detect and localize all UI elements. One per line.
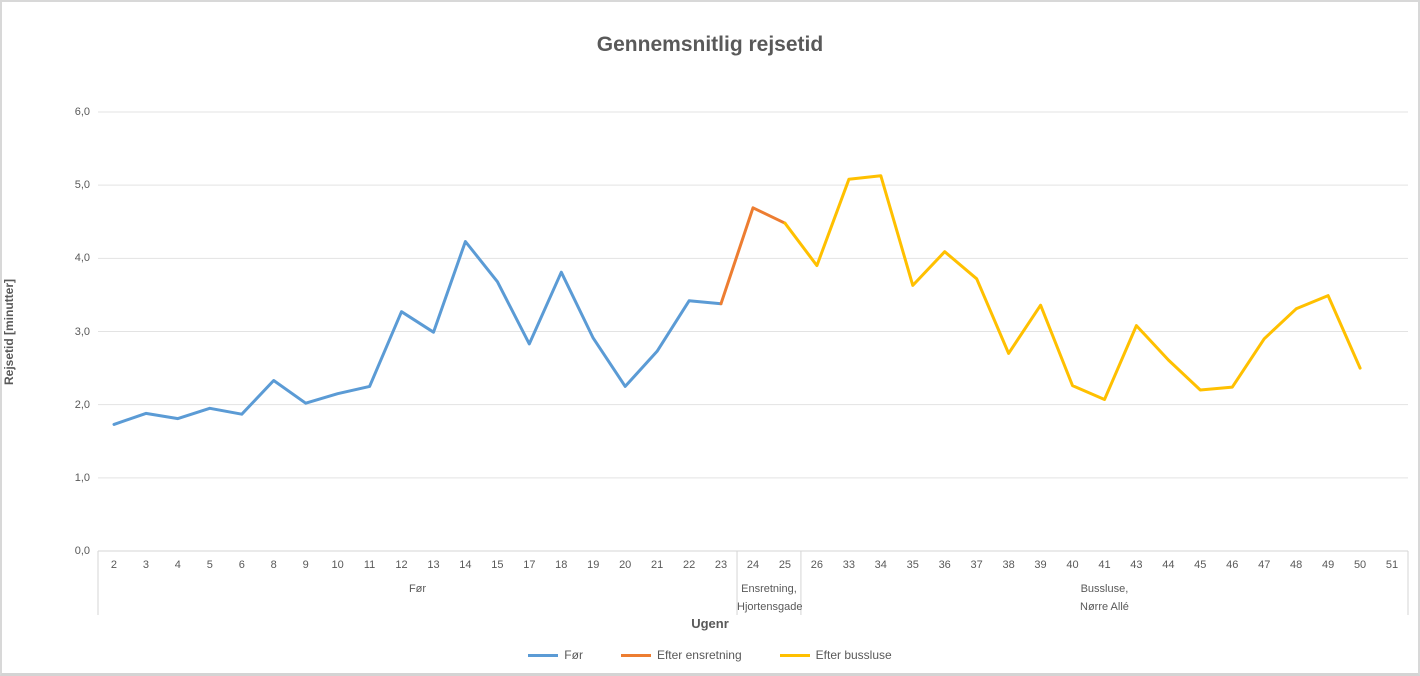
x-tick-label: 13 [427, 559, 440, 571]
axis-group-label: Ensretning, Hjortensgade [737, 580, 803, 616]
x-tick-label: 47 [1258, 559, 1271, 571]
y-tick-label: 2,0 [74, 398, 90, 411]
x-tick-label: 20 [619, 559, 632, 571]
axis-group-label-line: Bussluse, [1080, 583, 1129, 595]
x-tick-label: 35 [906, 559, 919, 571]
x-tick-label: 5 [206, 559, 213, 571]
x-tick-label: 12 [395, 559, 408, 571]
chart-title: Gennemsnitlig rejsetid [596, 33, 824, 56]
x-tick-label: 23 [714, 559, 728, 571]
x-tick-label: 18 [555, 559, 568, 571]
axis-group-label: Før [98, 580, 737, 598]
legend-item-før: Før [528, 648, 583, 662]
x-tick-label: 37 [970, 559, 983, 571]
x-tick-label: 33 [842, 559, 855, 571]
x-tick-label: 4 [174, 559, 181, 571]
x-tick-label: 2 [110, 559, 118, 571]
x-tick-label: 3 [142, 559, 149, 571]
x-tick-label: 10 [331, 559, 344, 571]
axis-group-label-line: Ensretning, [741, 583, 797, 595]
series-line-efter-bussluse [783, 174, 1362, 401]
legend-label: Efter bussluse [815, 648, 892, 662]
x-tick-label: 45 [1194, 559, 1207, 571]
x-tick-label: 34 [874, 559, 887, 571]
y-tick-label: 3,0 [74, 325, 90, 338]
x-tick-label: 9 [302, 559, 309, 571]
x-tick-label: 24 [746, 559, 760, 571]
axis-group-label-line: Før [408, 583, 427, 595]
x-tick-label: 46 [1226, 559, 1239, 571]
series-line-før [112, 240, 723, 426]
x-tick-label: 8 [270, 559, 277, 571]
x-tick-label: 39 [1034, 559, 1047, 571]
axis-group-label-line: Hjortensgade [737, 601, 803, 613]
x-tick-label: 26 [810, 559, 824, 571]
x-tick-label: 48 [1290, 559, 1303, 571]
y-tick-label: 5,0 [74, 179, 90, 192]
y-tick-label: 0,0 [74, 545, 90, 557]
x-tick-label: 25 [778, 559, 792, 571]
x-tick-label: 17 [523, 559, 536, 571]
series-line-efter-ensretning [719, 206, 787, 306]
x-tick-label: 44 [1162, 559, 1175, 571]
legend-label: Før [564, 648, 583, 662]
chart-legend: Før Efter ensretning Efter bussluse [2, 648, 1418, 662]
legend-line-swatch [779, 653, 810, 657]
x-tick-label: 41 [1098, 559, 1111, 571]
axis-group-label: Bussluse, Nørre Allé [801, 580, 1408, 616]
legend-label: Efter ensretning [656, 648, 742, 662]
x-tick-label: 50 [1353, 559, 1367, 571]
x-axis-title: Ugenr [691, 616, 729, 631]
legend-item-efter-ensretning: Efter ensretning [620, 648, 742, 662]
y-tick-label: 4,0 [74, 252, 90, 265]
x-tick-label: 14 [459, 559, 472, 571]
x-tick-label: 21 [651, 559, 664, 571]
x-tick-label: 6 [238, 559, 245, 571]
x-tick-label: 22 [682, 559, 696, 571]
y-axis-title: Rejsetid [minutter] [2, 279, 16, 386]
x-tick-label: 43 [1130, 559, 1143, 571]
x-tick-label: 40 [1066, 559, 1079, 571]
x-tick-label: 19 [587, 559, 600, 571]
axis-group-label-line: Nørre Allé [1080, 601, 1129, 613]
x-tick-label: 36 [938, 559, 951, 571]
x-tick-label: 15 [491, 559, 504, 571]
legend-line-swatch [620, 653, 651, 657]
x-tick-label: 49 [1321, 559, 1335, 571]
y-tick-label: 6,0 [74, 106, 90, 118]
x-tick-label: 51 [1385, 559, 1399, 571]
x-tick-label: 11 [363, 559, 376, 571]
y-tick-label: 1,0 [74, 471, 90, 484]
x-tick-label: 38 [1002, 559, 1015, 571]
legend-line-swatch [528, 653, 559, 657]
legend-item-efter-bussluse: Efter bussluse [779, 648, 892, 662]
